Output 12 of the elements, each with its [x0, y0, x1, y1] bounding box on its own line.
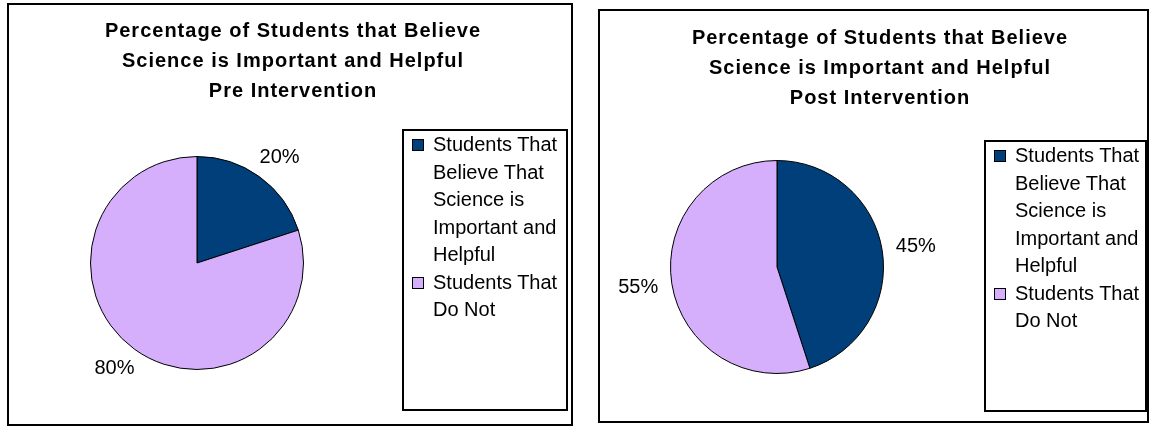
data-label: 55% — [618, 274, 659, 297]
legend-label: Students That Do Not — [433, 269, 559, 322]
chart-subtitle: Pre Intervention — [207, 78, 379, 103]
data-label: 80% — [94, 356, 135, 379]
data-label: 20% — [259, 144, 300, 167]
chart-title: Percentage of Students that Believe Science is Important and Helpful — [690, 25, 1070, 80]
data-label: 45% — [895, 234, 937, 257]
legend-label: Students That Believe That Science is Important and Helpful — [1015, 143, 1141, 278]
legend-label: Students That Do Not — [1015, 280, 1141, 333]
chart-title: Percentage of Students that Believe Science is Important and Helpful — [103, 18, 483, 73]
legend-label: Students That Believe That Science is Important and Helpful — [433, 132, 559, 267]
chart-subtitle: Post Intervention — [788, 85, 972, 110]
